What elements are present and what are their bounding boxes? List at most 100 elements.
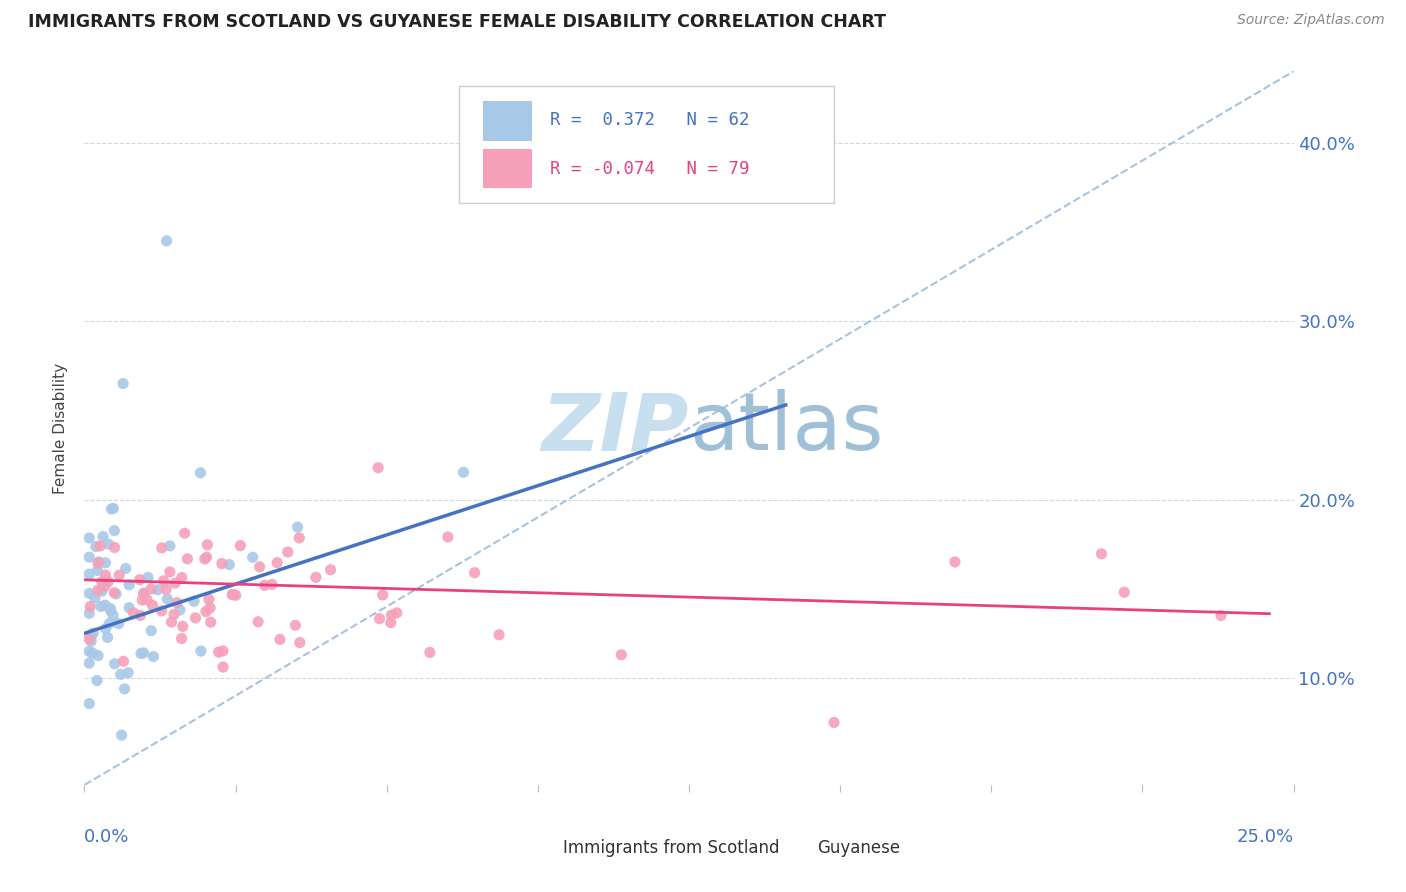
Point (110, 667, 132, 681)
Point (194, 552, 217, 566)
Bar (484, 149, 531, 188)
Point (77, 567, 100, 582)
Point (437, 530, 460, 544)
Text: IMMIGRANTS FROM SCOTLAND VS GUYANESE FEMALE DISABILITY CORRELATION CHART: IMMIGRANTS FROM SCOTLAND VS GUYANESE FEM… (28, 13, 886, 31)
Point (169, 603, 191, 617)
Point (225, 588, 247, 602)
Point (87, 648, 110, 663)
Point (132, 586, 155, 600)
Point (146, 582, 169, 597)
Point (77, 531, 100, 545)
Point (131, 593, 153, 607)
Point (488, 628, 510, 642)
Point (141, 599, 163, 613)
Point (77, 697, 100, 711)
Text: atlas: atlas (689, 389, 883, 467)
Point (194, 605, 217, 619)
Point (142, 649, 165, 664)
Point (90, 599, 112, 614)
Point (104, 541, 127, 555)
Point (93, 579, 115, 593)
Point (160, 615, 183, 629)
Point (150, 604, 173, 618)
Point (90, 574, 112, 589)
Bar (484, 102, 531, 141)
Point (103, 585, 125, 599)
Point (100, 502, 122, 516)
Point (79, 599, 101, 614)
Point (77, 644, 100, 658)
Point (87, 583, 110, 598)
Point (159, 565, 181, 579)
Point (277, 545, 299, 559)
Point (195, 550, 218, 565)
Point (129, 647, 152, 661)
Point (288, 635, 311, 649)
Point (152, 574, 174, 588)
Point (218, 558, 240, 572)
Point (284, 618, 307, 632)
Point (84, 540, 107, 554)
Point (114, 681, 136, 696)
Point (1090, 547, 1112, 561)
Point (173, 526, 195, 541)
Point (104, 657, 127, 671)
Point (212, 660, 235, 674)
Point (114, 561, 136, 575)
Point (287, 520, 309, 534)
Point (94, 556, 117, 570)
Point (1114, 585, 1136, 599)
Point (288, 531, 311, 545)
Point (222, 587, 245, 601)
Point (176, 551, 198, 566)
Point (100, 604, 122, 618)
Point (229, 539, 252, 553)
Point (101, 608, 124, 623)
Point (305, 570, 328, 584)
Point (141, 624, 163, 638)
Y-axis label: Female Disability: Female Disability (53, 362, 69, 494)
Point (165, 576, 187, 591)
Point (86, 673, 108, 688)
Bar (773, 838, 810, 858)
Point (453, 465, 475, 479)
Point (368, 612, 391, 626)
Point (367, 460, 389, 475)
Point (112, 654, 135, 668)
Point (823, 715, 845, 730)
Point (86, 563, 108, 577)
Point (128, 573, 150, 587)
Point (118, 600, 141, 615)
Point (380, 615, 402, 630)
Point (195, 538, 218, 552)
Point (172, 619, 194, 633)
Point (89, 539, 111, 553)
Point (253, 578, 276, 592)
Point (91, 530, 114, 544)
Point (117, 665, 139, 680)
Point (87, 556, 110, 570)
Text: Guyanese: Guyanese (817, 839, 900, 857)
Point (419, 645, 441, 659)
Text: Source: ZipAtlas.com: Source: ZipAtlas.com (1237, 13, 1385, 28)
Point (104, 587, 127, 601)
Point (156, 592, 179, 607)
Point (103, 524, 125, 538)
Point (163, 607, 186, 622)
Point (77, 632, 100, 646)
Point (150, 541, 173, 555)
Point (266, 556, 288, 570)
Point (94, 622, 117, 636)
Point (136, 592, 159, 607)
Point (107, 616, 129, 631)
Point (464, 566, 486, 580)
Point (94, 568, 117, 582)
Bar (520, 838, 555, 858)
Text: R =  0.372   N = 62: R = 0.372 N = 62 (550, 111, 749, 128)
Point (190, 644, 212, 658)
Point (249, 559, 271, 574)
Point (1209, 608, 1232, 623)
Point (170, 570, 193, 584)
Point (80, 634, 103, 648)
Point (132, 646, 155, 660)
